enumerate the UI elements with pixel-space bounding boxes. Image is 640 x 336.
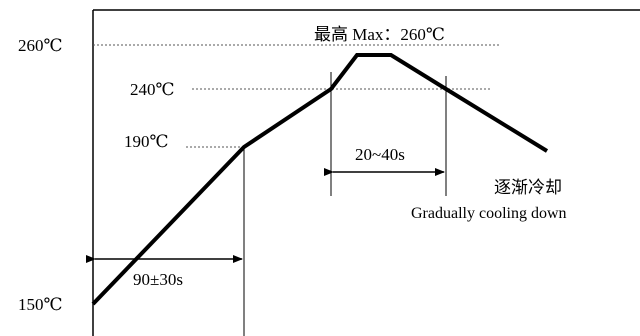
peak-label: 最高 Max：260℃ — [314, 25, 445, 44]
cooling-label-en: Gradually cooling down — [411, 205, 567, 222]
preheat-time-label: 90±30s — [133, 270, 183, 289]
y-tick-260: 260℃ — [18, 36, 63, 55]
level-label-190: 190℃ — [124, 132, 169, 151]
reflow-time-label: 20~40s — [355, 145, 405, 164]
cooling-label-cn: 逐渐冷却 — [494, 178, 562, 197]
level-label-240: 240℃ — [130, 80, 175, 99]
y-tick-150: 150℃ — [18, 295, 63, 314]
temperature-profile-line — [91, 53, 549, 306]
